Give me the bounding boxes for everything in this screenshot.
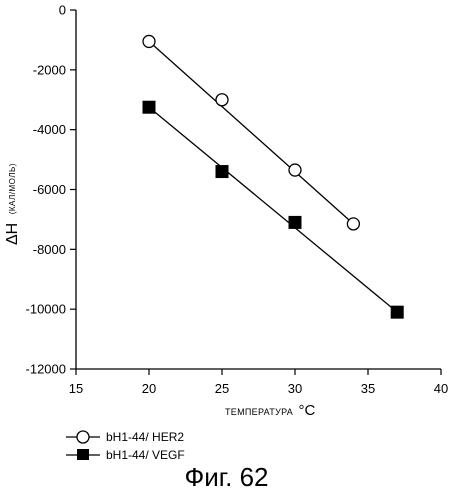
data-points bbox=[143, 35, 404, 318]
x-tick-label: 15 bbox=[69, 381, 83, 396]
x-axis-label: ТЕМПЕРАТУРА °C bbox=[225, 402, 316, 419]
x-tick-label: 40 bbox=[434, 381, 448, 396]
x-axis-label-unit: °C bbox=[299, 402, 316, 419]
legend-marker-filled-square bbox=[77, 449, 89, 460]
legend-marker-open-circle bbox=[77, 431, 89, 443]
fit-lines bbox=[149, 41, 397, 312]
legend-label-vegf: bH1-44/ VEGF bbox=[106, 448, 185, 460]
y-axis-label-unit: (КАЛ/МОЛЬ) bbox=[8, 163, 17, 214]
x-axis-label-text: ТЕМПЕРАТУРА bbox=[225, 407, 293, 417]
y-tick-label: -4000 bbox=[33, 122, 66, 137]
y-tick-label: -2000 bbox=[33, 62, 66, 77]
legend-item-vegf: bH1-44/ VEGF bbox=[66, 448, 185, 460]
y-tick-label: -10000 bbox=[26, 302, 66, 317]
fit-line-series-1 bbox=[149, 107, 397, 312]
data-point-vegf bbox=[289, 216, 302, 229]
x-tick-label: 25 bbox=[215, 381, 229, 396]
y-tick-label: -12000 bbox=[26, 362, 66, 377]
data-point-vegf bbox=[391, 306, 404, 319]
data-point-her2 bbox=[347, 218, 359, 230]
x-tick-label: 20 bbox=[142, 381, 156, 396]
legend-label-her2: bH1-44/ HER2 bbox=[106, 430, 184, 444]
data-point-her2 bbox=[289, 164, 301, 176]
data-point-vegf bbox=[143, 101, 156, 114]
x-tick-label: 30 bbox=[288, 381, 302, 396]
figure-caption: Фиг. 62 bbox=[0, 462, 453, 493]
data-point-her2 bbox=[143, 35, 155, 47]
data-point-vegf bbox=[216, 165, 229, 178]
y-tick-label: 0 bbox=[59, 3, 66, 18]
ticks: 0 -2000 -4000 -6000 -8000 -10000 -1200015 20 25 3… bbox=[26, 3, 449, 397]
y-tick-label: -8000 bbox=[33, 242, 66, 257]
legend: bH1-44/ HER2 bH1-44/ VEGF bbox=[66, 430, 185, 460]
dh-vs-temperature-chart: 0 -2000 -4000 -6000 -8000 -10000 -1200015 20 25 3… bbox=[0, 0, 453, 460]
y-tick-label: -6000 bbox=[33, 182, 66, 197]
y-axis-label: ΔH (КАЛ/МОЛЬ) bbox=[4, 163, 21, 245]
axes bbox=[76, 10, 441, 369]
legend-item-her2: bH1-44/ HER2 bbox=[66, 430, 184, 444]
x-tick-label: 35 bbox=[361, 381, 375, 396]
data-point-her2 bbox=[216, 94, 228, 106]
y-axis-label-symbol: ΔH bbox=[4, 223, 21, 245]
